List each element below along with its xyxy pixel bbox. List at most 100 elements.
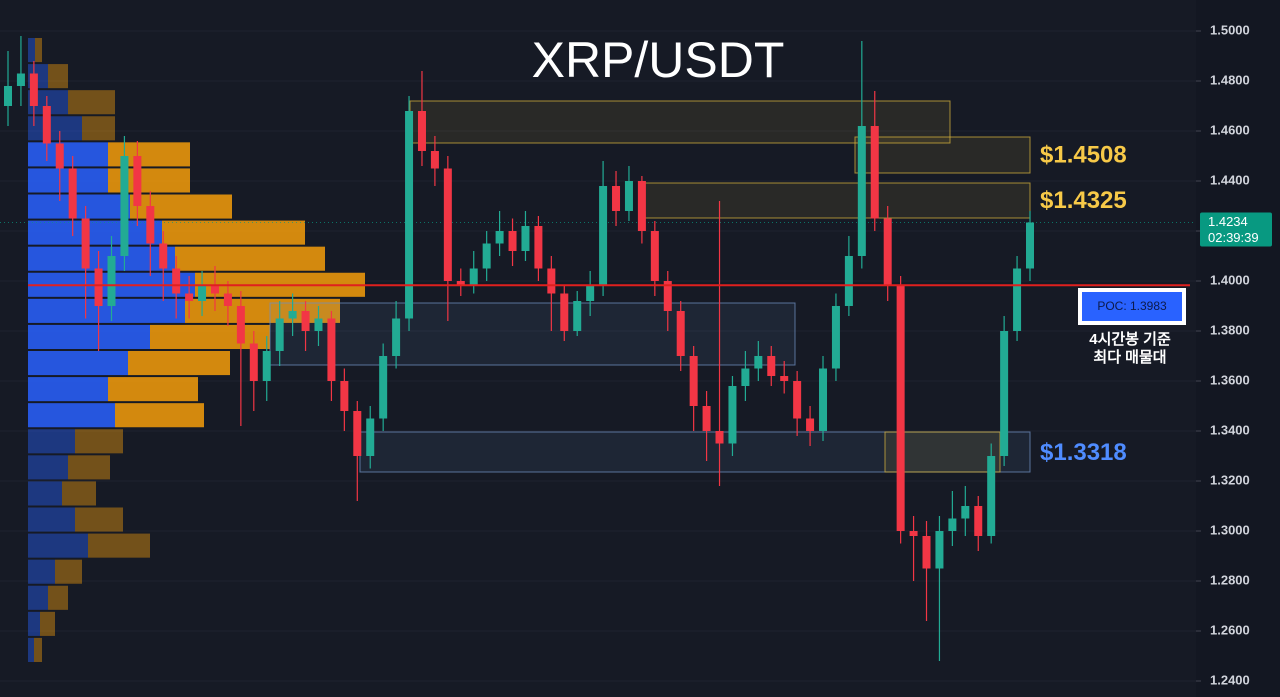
candle-body — [107, 256, 116, 306]
candle-body — [547, 268, 556, 294]
candle-body — [612, 186, 621, 211]
candle-body — [327, 318, 336, 381]
candle-body — [702, 406, 711, 431]
y-tick-label: 1.2800 — [1210, 572, 1250, 587]
candle-body — [392, 318, 401, 356]
candle-body — [495, 231, 504, 244]
price-zone — [639, 182, 1031, 219]
candle-body — [599, 186, 608, 286]
profile-buy-bar — [28, 637, 34, 662]
profile-sell-bar — [48, 64, 68, 89]
profile-buy-bar — [28, 116, 82, 141]
candle-body — [508, 231, 517, 251]
candle-body — [534, 226, 543, 269]
profile-sell-bar — [162, 220, 305, 245]
profile-sell-bar — [40, 611, 55, 636]
candle-body — [844, 256, 853, 306]
profile-sell-bar — [82, 116, 115, 141]
candle-body — [806, 418, 815, 431]
price-annotation: $1.4508 — [1040, 141, 1127, 168]
candle-body — [430, 151, 439, 169]
candle-body — [935, 531, 944, 569]
profile-buy-bar — [28, 220, 162, 245]
price-axis-panel — [1196, 0, 1280, 697]
profile-buy-bar — [28, 585, 48, 610]
price-zone — [359, 431, 1031, 473]
profile-sell-bar — [34, 637, 42, 662]
candle-body — [456, 281, 465, 286]
candle-body — [366, 418, 375, 456]
profile-sell-bar — [68, 455, 110, 480]
candle-body — [314, 318, 323, 331]
profile-sell-bar — [75, 429, 123, 454]
profile-sell-bar — [130, 194, 232, 219]
candle-body — [754, 356, 763, 369]
profile-buy-bar — [28, 403, 115, 428]
candle-body — [301, 311, 310, 331]
y-tick-label: 1.5000 — [1210, 22, 1250, 37]
candle-body — [987, 456, 996, 536]
y-tick-label: 1.3000 — [1210, 522, 1250, 537]
profile-sell-bar — [88, 533, 150, 558]
profile-buy-bar — [28, 481, 62, 506]
candle-body — [1000, 331, 1009, 456]
profile-buy-bar — [28, 246, 175, 271]
profile-buy-bar — [28, 507, 75, 532]
candle-body — [340, 381, 349, 411]
profile-sell-bar — [62, 481, 96, 506]
candle-body — [793, 381, 802, 419]
profile-buy-bar — [28, 142, 108, 167]
candle-body — [780, 376, 789, 381]
y-tick-label: 1.3400 — [1210, 422, 1250, 437]
candle-body — [29, 73, 38, 106]
y-tick-label: 1.4800 — [1210, 72, 1250, 87]
profile-buy-bar — [28, 377, 108, 402]
profile-sell-bar — [75, 507, 123, 532]
candle-body — [146, 206, 155, 244]
price-zone — [854, 136, 1031, 174]
profile-sell-bar — [175, 246, 325, 271]
profile-sell-bar — [55, 559, 82, 584]
candle-body — [728, 386, 737, 444]
candle-body — [185, 293, 194, 301]
profile-sell-bar — [108, 168, 190, 193]
candle-body — [4, 86, 12, 106]
candle-body — [767, 356, 776, 376]
profile-sell-bar — [128, 351, 230, 376]
last-price-tag — [1200, 212, 1272, 247]
y-tick-label: 1.3600 — [1210, 372, 1250, 387]
candle-body — [262, 351, 271, 381]
y-tick-label: 1.3200 — [1210, 472, 1250, 487]
y-tick-label: 1.2600 — [1210, 622, 1250, 637]
candle-body — [223, 293, 232, 306]
candle-body — [870, 126, 879, 219]
candle-body — [133, 156, 142, 206]
chart-title: XRP/USDT — [532, 32, 785, 88]
candle-body — [831, 306, 840, 369]
profile-buy-bar — [28, 38, 35, 63]
poc-box-inner — [1082, 292, 1182, 321]
y-tick-label: 1.4400 — [1210, 172, 1250, 187]
candle-body — [1026, 222, 1034, 269]
profile-buy-bar — [28, 533, 88, 558]
candle-body — [16, 73, 25, 86]
candle-body — [42, 106, 51, 144]
candle-body — [637, 181, 646, 231]
candle-body — [405, 111, 414, 319]
candle-body — [210, 286, 219, 294]
candle-body — [172, 268, 181, 294]
candle-body — [236, 306, 245, 344]
price-zone — [269, 302, 796, 366]
poc-label: POC: 1.3983 — [1097, 299, 1167, 313]
y-tick-label: 1.4600 — [1210, 122, 1250, 137]
candle-body — [288, 311, 297, 319]
y-tick-label: 1.4000 — [1210, 272, 1250, 287]
price-annotation: $1.4325 — [1040, 187, 1127, 214]
candle-body — [482, 243, 491, 269]
candle-body — [676, 311, 685, 356]
profile-buy-bar — [28, 455, 68, 480]
candle-body — [948, 518, 957, 531]
note-text: 4시간봉 기준 — [1089, 331, 1171, 348]
